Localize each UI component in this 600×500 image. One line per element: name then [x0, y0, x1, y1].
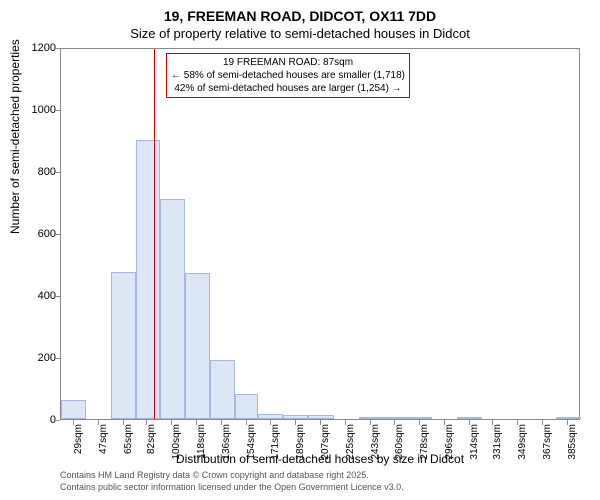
- x-tick-mark: [517, 420, 518, 425]
- annotation-line-2: ← 58% of semi-detached houses are smalle…: [171, 69, 405, 82]
- x-tick-mark: [295, 420, 296, 425]
- x-tick-mark: [270, 420, 271, 425]
- annotation-box: 19 FREEMAN ROAD: 87sqm ← 58% of semi-det…: [166, 53, 410, 98]
- x-tick-mark: [419, 420, 420, 425]
- plot-area: 19 FREEMAN ROAD: 87sqm ← 58% of semi-det…: [60, 48, 580, 420]
- x-tick-mark: [73, 420, 74, 425]
- y-tick-label: 200: [38, 352, 56, 364]
- chart-title-main: 19, FREEMAN ROAD, DIDCOT, OX11 7DD: [0, 8, 600, 24]
- y-axis-label: Number of semi-detached properties: [8, 39, 22, 234]
- histogram-bar: [556, 417, 581, 419]
- x-tick-mark: [370, 420, 371, 425]
- histogram-bar: [382, 417, 407, 419]
- histogram-bar: [160, 199, 185, 419]
- histogram-bar: [210, 360, 235, 419]
- x-tick-mark: [196, 420, 197, 425]
- attribution-line-2: Contains public sector information licen…: [60, 482, 404, 494]
- annotation-line-1: 19 FREEMAN ROAD: 87sqm: [171, 56, 405, 69]
- histogram-bar: [235, 394, 259, 419]
- y-tick-mark: [55, 110, 60, 111]
- x-tick-mark: [171, 420, 172, 425]
- x-tick-mark: [492, 420, 493, 425]
- y-tick-label: 400: [38, 290, 56, 302]
- histogram-bar: [283, 415, 308, 419]
- x-tick-mark: [123, 420, 124, 425]
- x-tick-mark: [98, 420, 99, 425]
- x-tick-mark: [146, 420, 147, 425]
- x-tick-mark: [567, 420, 568, 425]
- y-tick-label: 1200: [32, 42, 56, 54]
- x-tick-mark: [542, 420, 543, 425]
- y-tick-mark: [55, 358, 60, 359]
- x-tick-mark: [394, 420, 395, 425]
- histogram-bar: [111, 272, 136, 419]
- x-axis-label: Distribution of semi-detached houses by …: [60, 452, 580, 466]
- histogram-bar: [407, 417, 432, 419]
- chart-container: 19, FREEMAN ROAD, DIDCOT, OX11 7DD Size …: [0, 0, 600, 500]
- y-tick-mark: [55, 234, 60, 235]
- y-tick-mark: [55, 420, 60, 421]
- y-tick-mark: [55, 296, 60, 297]
- x-tick-mark: [469, 420, 470, 425]
- x-tick-mark: [345, 420, 346, 425]
- histogram-bar: [457, 417, 482, 419]
- histogram-bar: [359, 417, 383, 419]
- histogram-bar: [61, 400, 86, 419]
- y-tick-mark: [55, 48, 60, 49]
- histogram-bar: [258, 414, 283, 419]
- chart-title-sub: Size of property relative to semi-detach…: [0, 26, 600, 41]
- y-tick-label: 800: [38, 166, 56, 178]
- x-tick-mark: [444, 420, 445, 425]
- attribution: Contains HM Land Registry data © Crown c…: [60, 470, 404, 493]
- attribution-line-1: Contains HM Land Registry data © Crown c…: [60, 470, 404, 482]
- y-tick-label: 1000: [32, 104, 56, 116]
- y-tick-label: 600: [38, 228, 56, 240]
- x-tick-mark: [221, 420, 222, 425]
- x-tick-mark: [320, 420, 321, 425]
- histogram-bar: [185, 273, 210, 419]
- x-tick-mark: [246, 420, 247, 425]
- y-tick-mark: [55, 172, 60, 173]
- histogram-bar: [308, 415, 333, 419]
- marker-line: [154, 49, 155, 419]
- annotation-line-3: 42% of semi-detached houses are larger (…: [171, 82, 405, 95]
- histogram-bar: [136, 140, 160, 419]
